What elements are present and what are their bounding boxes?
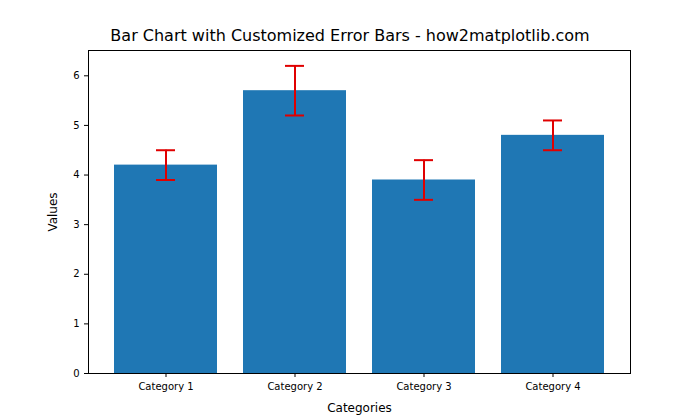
svg-text:Categories: Categories xyxy=(327,401,392,415)
svg-text:Category 4: Category 4 xyxy=(525,381,580,392)
svg-text:6: 6 xyxy=(73,70,79,81)
svg-text:Values: Values xyxy=(46,192,60,231)
html-text:Bar Chart with Customized Erro: Bar Chart with Customized Error Bars - h… xyxy=(110,26,590,45)
svg-text:Category 2: Category 2 xyxy=(267,381,322,392)
svg-text:Category 1: Category 1 xyxy=(138,381,193,392)
svg-text:2: 2 xyxy=(73,268,79,279)
svg-text:Category 3: Category 3 xyxy=(396,381,451,392)
svg-text:0: 0 xyxy=(73,368,79,379)
svg-text:1: 1 xyxy=(73,318,79,329)
svg-text:4: 4 xyxy=(73,169,79,180)
svg-text:5: 5 xyxy=(73,120,79,131)
svg-text:3: 3 xyxy=(73,219,79,230)
